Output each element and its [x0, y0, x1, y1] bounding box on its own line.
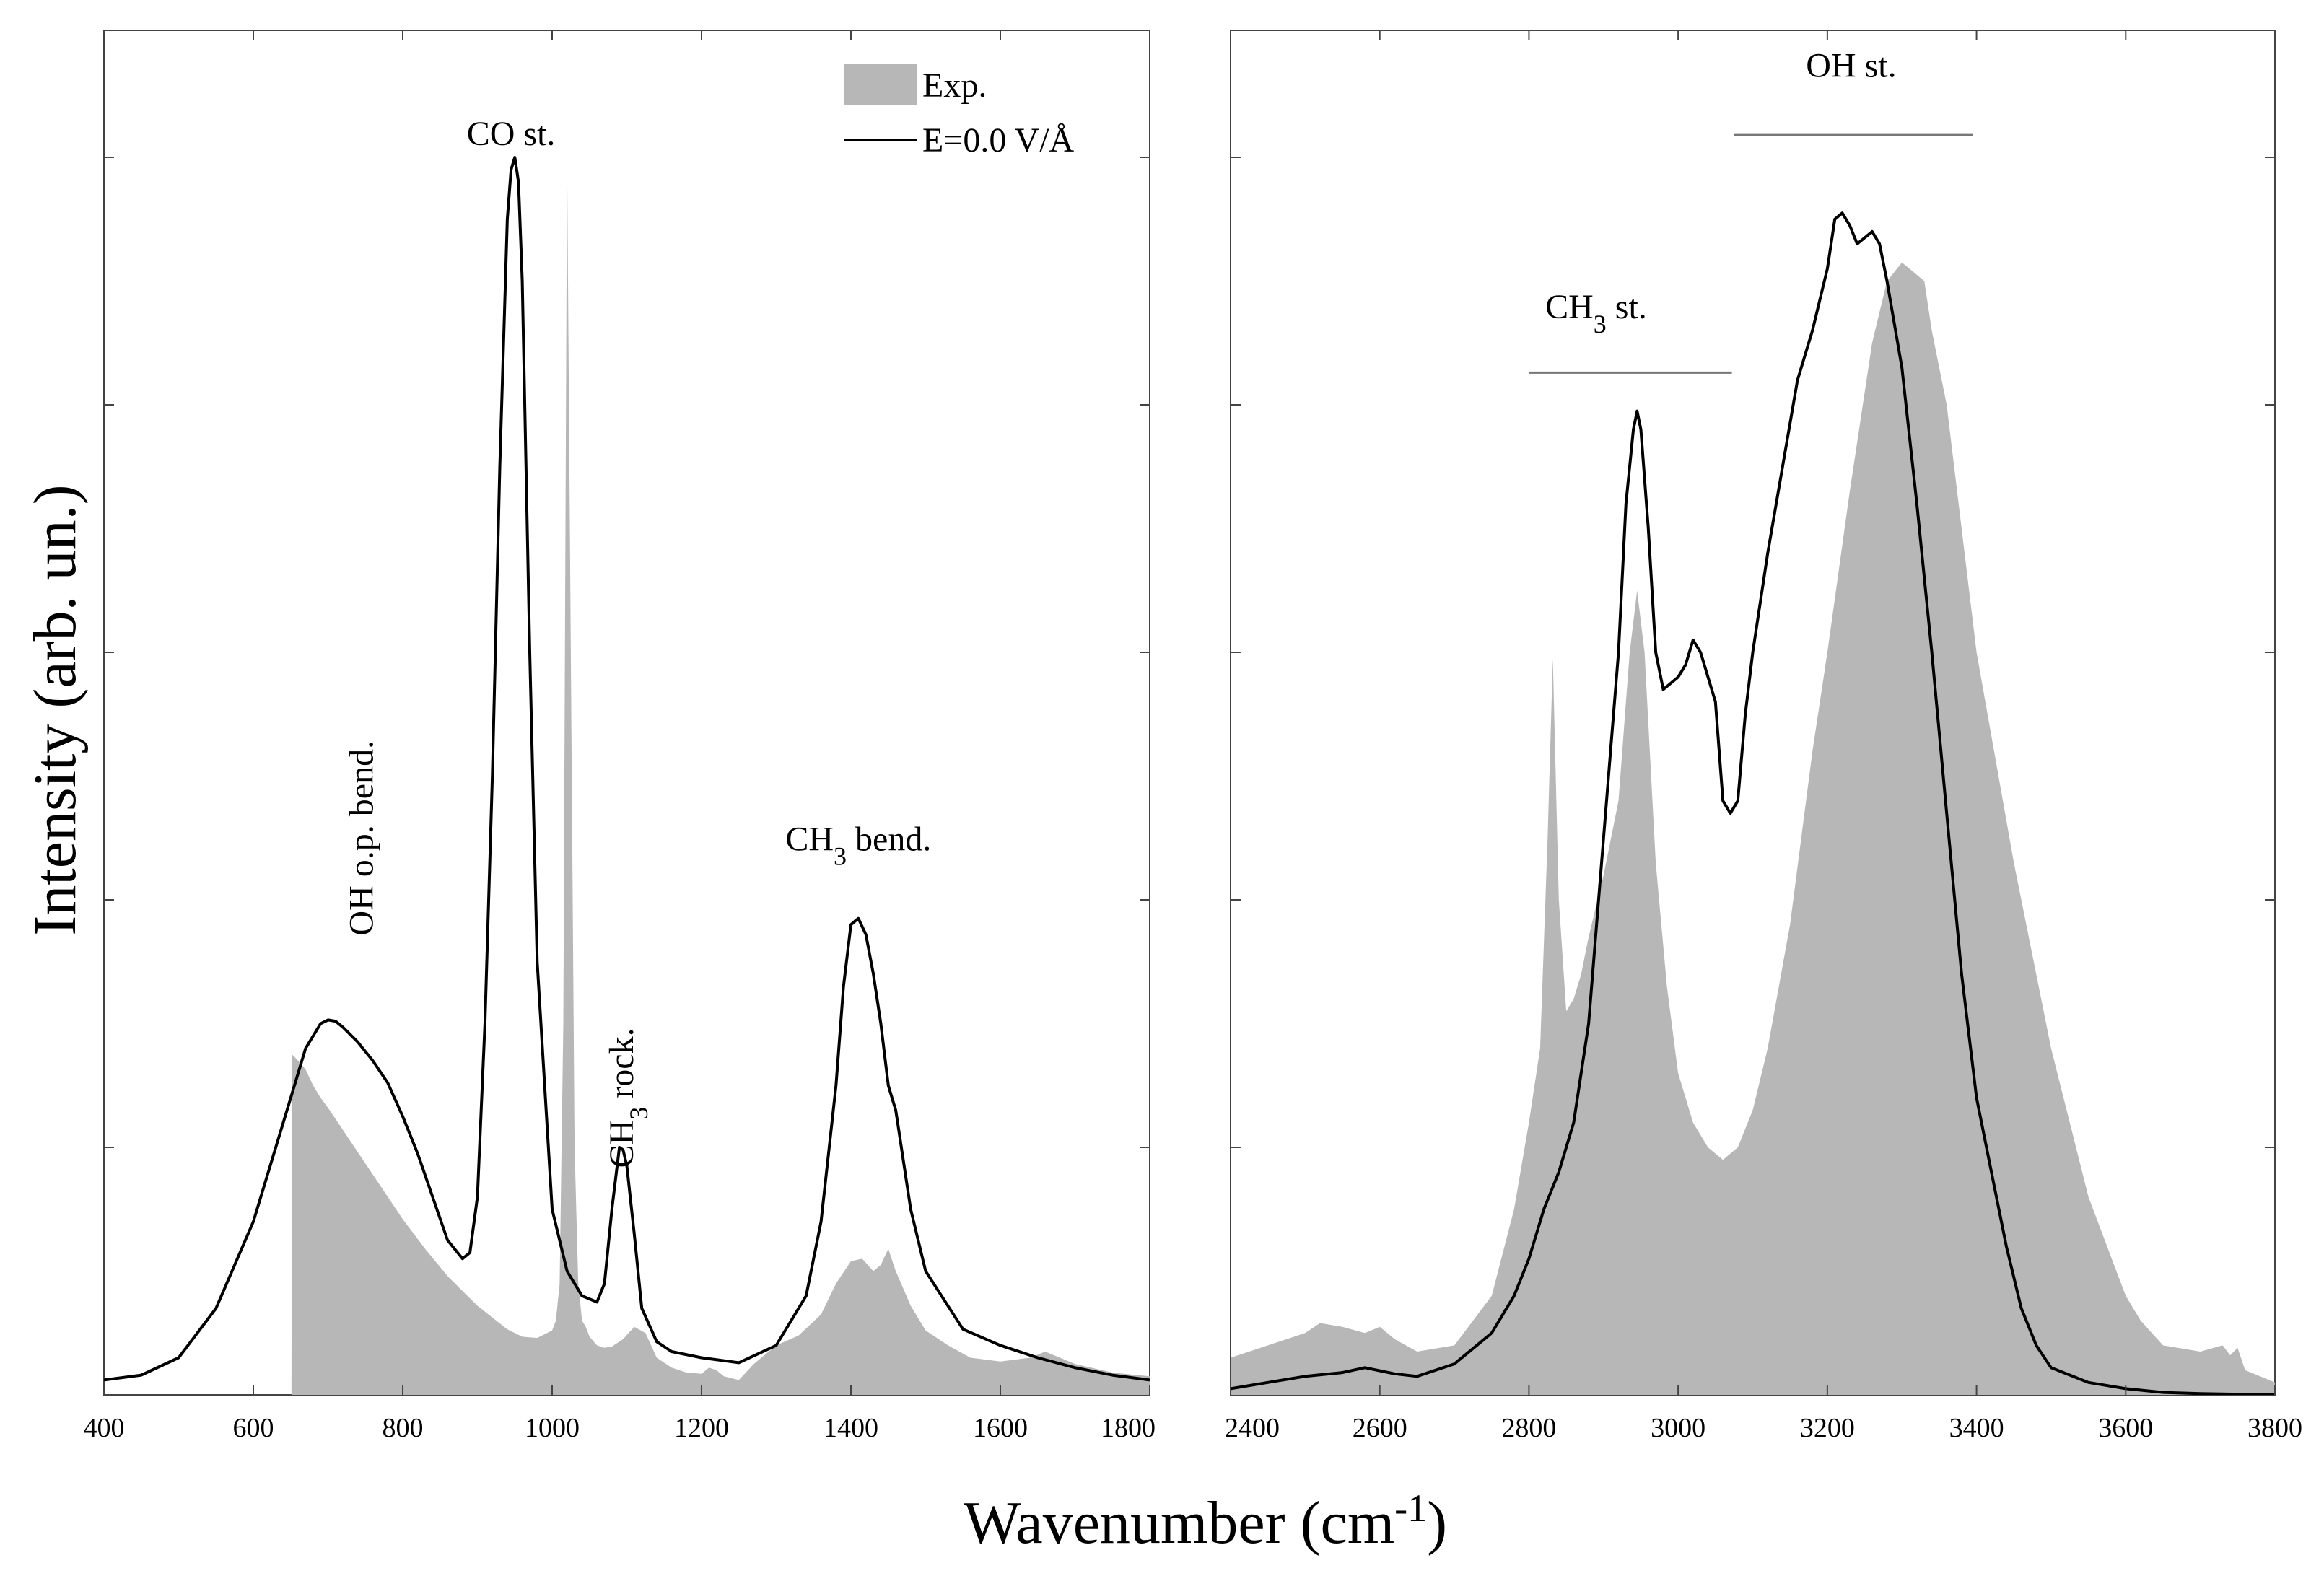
- y-axis-title: Intensity (arb. un.): [22, 484, 89, 935]
- left-xtick-label: 400: [84, 1413, 125, 1443]
- legend-sim-label: E=0.0 V/Å: [922, 121, 1075, 159]
- right-axis-ticks: 2400 2600 2800 3000 3200 3400 3600 3800: [1225, 30, 2302, 1443]
- left-xtick-label: 1400: [824, 1413, 878, 1443]
- x-axis-title-base: Wavenumber (cm: [964, 1489, 1394, 1557]
- right-annotations: OH st. CH3 st.: [1529, 47, 1973, 374]
- left-xtick-label: 1800: [1101, 1413, 1156, 1443]
- right-xtick-label: 2600: [1353, 1413, 1407, 1443]
- left-xtick-label: 1000: [525, 1413, 580, 1443]
- left-xtick-label: 1600: [973, 1413, 1028, 1443]
- legend-exp-swatch: [844, 64, 917, 105]
- right-xtick-label: 3200: [1800, 1413, 1855, 1443]
- left-sim-spectrum-line: [104, 156, 1150, 1382]
- left-plot-area: [104, 156, 1150, 1395]
- right-xtick-label: 2800: [1501, 1413, 1556, 1443]
- right-xtick-label: 2400: [1225, 1413, 1280, 1443]
- legend-exp-label: Exp.: [922, 66, 987, 105]
- right-annotation: CH3 st.: [1545, 288, 1647, 338]
- left-xtick-label: 600: [233, 1413, 274, 1443]
- x-axis-title-sup: -1: [1394, 1487, 1427, 1530]
- x-axis-title-close: ): [1427, 1489, 1447, 1557]
- left-xtick-label: 800: [383, 1413, 424, 1443]
- right-exp-spectrum-area: [1231, 262, 2275, 1395]
- right-xtick-label: 3600: [2098, 1413, 2153, 1443]
- left-annotation: OH o.p. bend.: [343, 740, 381, 936]
- right-xtick-label: 3400: [1949, 1413, 2004, 1443]
- left-annotation: CO st.: [467, 115, 556, 153]
- left-annotations: CO st. OH o.p. bend. CH3 rock. CH3 bend.: [343, 115, 932, 1168]
- left-annotation: CH3 bend.: [785, 820, 931, 870]
- right-sim-spectrum-line: [1231, 211, 2275, 1395]
- x-axis-title: Wavenumber (cm-1): [964, 1487, 1447, 1557]
- left-exp-spectrum-area: [291, 157, 1150, 1395]
- right-annotation: OH st.: [1806, 47, 1896, 85]
- right-xtick-label: 3800: [2247, 1413, 2302, 1443]
- legend: Exp. E=0.0 V/Å: [844, 64, 1075, 159]
- right-xtick-label: 3000: [1651, 1413, 1705, 1443]
- left-panel-frame: [103, 30, 1150, 1396]
- left-axis-ticks: 400 600 800 1000 1200 1400 1600 1800: [84, 30, 1156, 1443]
- right-plot-area: [1231, 211, 2275, 1395]
- left-xtick-label: 1200: [674, 1413, 729, 1443]
- left-annotation: CH3 rock.: [603, 1028, 653, 1168]
